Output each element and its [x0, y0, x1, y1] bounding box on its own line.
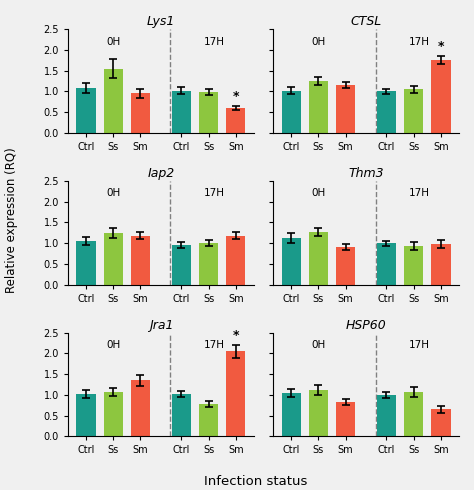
Bar	[282, 393, 301, 437]
Bar	[309, 390, 328, 437]
Text: 0H: 0H	[311, 340, 326, 350]
Title: Lys1: Lys1	[147, 15, 175, 28]
Text: 17H: 17H	[409, 188, 430, 198]
Text: *: *	[233, 90, 239, 102]
Bar	[404, 89, 423, 133]
Bar	[172, 394, 191, 437]
Text: Infection status: Infection status	[204, 475, 308, 488]
Text: *: *	[233, 329, 239, 342]
Bar	[104, 69, 123, 133]
Bar	[377, 243, 396, 285]
Bar	[131, 380, 150, 437]
Text: 17H: 17H	[409, 37, 430, 47]
Text: 0H: 0H	[106, 188, 120, 198]
Text: 17H: 17H	[204, 188, 225, 198]
Bar	[76, 88, 95, 133]
Title: Iap2: Iap2	[147, 167, 174, 180]
Bar	[282, 91, 301, 133]
Bar	[76, 241, 95, 285]
Text: Relative expression (RQ): Relative expression (RQ)	[5, 147, 18, 294]
Bar	[431, 410, 451, 437]
Bar	[104, 233, 123, 285]
Title: HSP60: HSP60	[346, 318, 386, 332]
Text: *: *	[438, 40, 444, 53]
Bar	[309, 81, 328, 133]
Bar	[172, 91, 191, 133]
Bar	[199, 404, 218, 437]
Text: 0H: 0H	[106, 37, 120, 47]
Bar	[131, 236, 150, 285]
Bar	[377, 395, 396, 437]
Text: 0H: 0H	[106, 340, 120, 350]
Bar	[309, 232, 328, 285]
Title: CTSL: CTSL	[350, 15, 382, 28]
Bar	[199, 243, 218, 285]
Bar	[282, 238, 301, 285]
Text: 0H: 0H	[311, 37, 326, 47]
Bar	[336, 247, 355, 285]
Bar	[76, 394, 95, 437]
Bar	[404, 392, 423, 437]
Text: 17H: 17H	[409, 340, 430, 350]
Bar	[227, 351, 246, 437]
Title: Thm3: Thm3	[348, 167, 384, 180]
Title: Jra1: Jra1	[149, 318, 173, 332]
Bar	[431, 60, 451, 133]
Bar	[104, 392, 123, 437]
Bar	[131, 94, 150, 133]
Bar	[199, 92, 218, 133]
Bar	[172, 245, 191, 285]
Text: 17H: 17H	[204, 340, 225, 350]
Bar	[227, 236, 246, 285]
Text: 17H: 17H	[204, 37, 225, 47]
Bar	[431, 244, 451, 285]
Text: 0H: 0H	[311, 188, 326, 198]
Bar	[336, 402, 355, 437]
Bar	[377, 91, 396, 133]
Bar	[336, 85, 355, 133]
Bar	[227, 108, 246, 133]
Bar	[404, 246, 423, 285]
